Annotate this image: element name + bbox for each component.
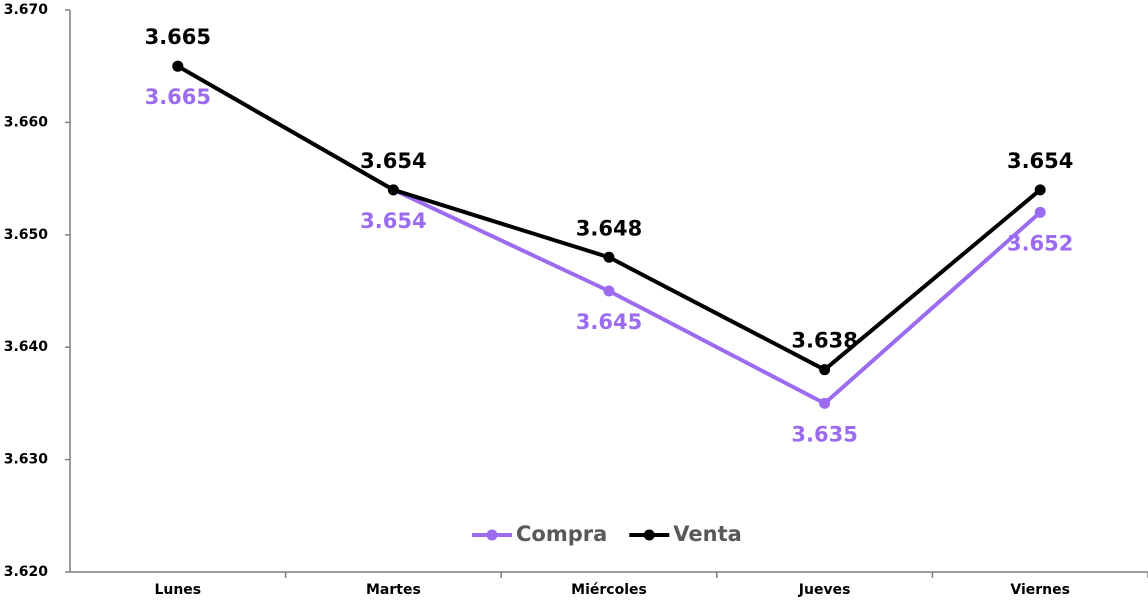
value-label: 3.654 — [360, 209, 426, 233]
x-tick-label: Miércoles — [571, 582, 647, 598]
point — [819, 364, 831, 376]
value-label: 3.654 — [360, 149, 426, 173]
value-label: 3.665 — [145, 25, 211, 49]
x-tick-label: Viernes — [1010, 582, 1070, 598]
value-label: 3.665 — [145, 85, 211, 109]
y-tick-label: 3.640 — [4, 339, 49, 355]
value-label: 3.645 — [576, 310, 642, 334]
y-tick-label: 3.620 — [4, 564, 49, 580]
value-label: 3.648 — [576, 216, 642, 240]
x-tick-label: Lunes — [154, 582, 201, 598]
point — [603, 251, 615, 263]
legend-marker — [643, 529, 655, 541]
value-label: 3.652 — [1007, 231, 1073, 255]
legend-marker — [486, 529, 498, 541]
point — [1034, 206, 1046, 218]
y-tick-label: 3.660 — [4, 114, 49, 130]
x-tick-label: Jueves — [798, 582, 851, 598]
y-tick-label: 3.630 — [4, 452, 49, 468]
point — [819, 397, 831, 409]
legend-label: Venta — [673, 522, 742, 546]
value-label: 3.638 — [791, 329, 857, 353]
point — [172, 60, 184, 72]
y-tick-label: 3.650 — [4, 227, 49, 243]
y-tick-label: 3.670 — [4, 2, 49, 18]
point — [1034, 184, 1046, 196]
value-label: 3.635 — [791, 422, 857, 446]
point — [387, 184, 399, 196]
value-label: 3.654 — [1007, 149, 1073, 173]
legend-label: Compra — [516, 522, 607, 546]
point — [603, 285, 615, 297]
x-tick-label: Martes — [366, 582, 421, 598]
